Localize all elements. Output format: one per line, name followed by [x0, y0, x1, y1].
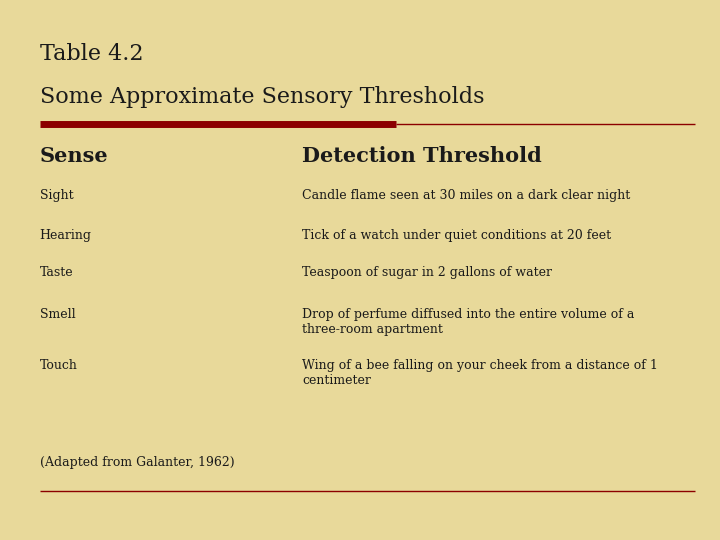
Text: Wing of a bee falling on your cheek from a distance of 1
centimeter: Wing of a bee falling on your cheek from…: [302, 359, 658, 387]
Text: Taste: Taste: [40, 266, 73, 279]
Text: Drop of perfume diffused into the entire volume of a
three-room apartment: Drop of perfume diffused into the entire…: [302, 308, 635, 336]
Text: Sense: Sense: [40, 146, 108, 166]
Text: Some Approximate Sensory Thresholds: Some Approximate Sensory Thresholds: [40, 86, 484, 109]
Text: Detection Threshold: Detection Threshold: [302, 146, 542, 166]
Text: (Adapted from Galanter, 1962): (Adapted from Galanter, 1962): [40, 456, 234, 469]
Text: Table 4.2: Table 4.2: [40, 43, 143, 65]
Text: Smell: Smell: [40, 308, 75, 321]
Text: Tick of a watch under quiet conditions at 20 feet: Tick of a watch under quiet conditions a…: [302, 230, 611, 242]
Text: Candle flame seen at 30 miles on a dark clear night: Candle flame seen at 30 miles on a dark …: [302, 189, 631, 202]
Text: Touch: Touch: [40, 359, 78, 372]
Text: Sight: Sight: [40, 189, 73, 202]
Text: Teaspoon of sugar in 2 gallons of water: Teaspoon of sugar in 2 gallons of water: [302, 266, 552, 279]
Text: Hearing: Hearing: [40, 230, 91, 242]
